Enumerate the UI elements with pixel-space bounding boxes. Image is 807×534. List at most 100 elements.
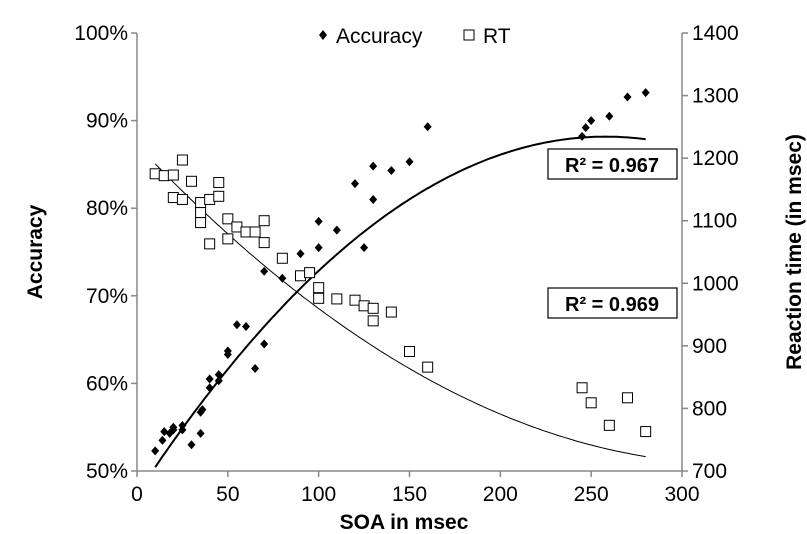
y2-tick-label: 800: [692, 397, 727, 420]
rt-point: [603, 419, 615, 431]
legend: Accuracy RT: [319, 25, 511, 48]
accuracy-point: [214, 370, 223, 380]
y2-tick-label: 1200: [692, 147, 739, 170]
rt-point: [622, 392, 633, 404]
accuracy-point: [578, 131, 587, 141]
y-tick-label: 100%: [74, 22, 128, 45]
accuracy-trendline: [154, 135, 646, 468]
rt-point: [349, 294, 361, 306]
y2-tick-label: 700: [692, 460, 727, 483]
y2-tick-labels: 700 800 900 1000 1100 1200 1300 1400: [692, 22, 739, 483]
accuracy-point: [587, 116, 596, 126]
accuracy-point: [387, 166, 396, 176]
accuracy-point: [369, 194, 378, 204]
accuracy-point: [158, 435, 167, 445]
accuracy-points: [151, 88, 650, 456]
rt-point: [204, 238, 216, 250]
legend-rt-label: RT: [483, 25, 511, 48]
accuracy-point: [205, 383, 214, 393]
rt-point: [222, 213, 234, 225]
legend-square-marker: [463, 29, 475, 41]
accuracy-point: [278, 273, 287, 283]
rt-point: [158, 170, 170, 182]
x-tick-labels: 0 50 100 150 200 250 300: [131, 483, 699, 506]
rt-point: [258, 237, 270, 249]
accuracy-point: [641, 88, 650, 98]
rt-point: [404, 345, 415, 357]
rt-point: [276, 252, 288, 264]
accuracy-point: [369, 161, 378, 171]
rt-point: [585, 397, 597, 409]
y-tick-label: 90%: [86, 110, 128, 133]
accuracy-point: [581, 123, 590, 133]
rt-point: [313, 282, 325, 294]
accuracy-r2-label: R² = 0.967: [565, 155, 659, 177]
accuracy-point: [260, 266, 269, 276]
y-tick-label: 50%: [86, 460, 128, 483]
y2-axis-title: Reaction time (in msec): [783, 134, 806, 370]
tick-marks: [131, 32, 688, 477]
rt-point: [295, 270, 306, 282]
x-tick-label: 100: [301, 483, 336, 506]
x-tick-label: 50: [216, 483, 239, 506]
y2-tick-label: 1300: [692, 85, 739, 108]
legend-diamond-marker: [319, 30, 327, 40]
rt-point: [358, 300, 370, 312]
rt-r2-box: R² = 0.969: [547, 287, 678, 319]
accuracy-point: [314, 243, 323, 253]
rt-r2-label: R² = 0.969: [565, 294, 659, 316]
y-tick-labels: 50% 60% 70% 80% 90% 100%: [74, 22, 128, 483]
x-axis-title: SOA in msec: [340, 511, 469, 534]
accuracy-r2-box: R² = 0.967: [547, 148, 678, 180]
accuracy-point: [405, 157, 414, 167]
rt-point: [249, 226, 261, 238]
rt-point: [213, 177, 225, 189]
rt-point: [213, 190, 225, 202]
rt-point: [231, 221, 243, 233]
accuracy-point: [360, 243, 369, 253]
accuracy-point: [232, 320, 241, 330]
rt-point: [167, 192, 179, 204]
rt-point: [385, 306, 397, 318]
rt-point: [640, 426, 652, 438]
rt-trendline: [154, 163, 646, 458]
rt-point: [149, 168, 161, 180]
rt-point: [367, 302, 379, 314]
rt-point: [258, 215, 270, 227]
y2-tick-label: 1000: [692, 272, 739, 295]
accuracy-point: [223, 346, 232, 356]
accuracy-point: [296, 249, 305, 259]
accuracy-point: [314, 216, 323, 226]
accuracy-point: [251, 364, 260, 374]
accuracy-point: [332, 225, 341, 235]
accuracy-point: [151, 446, 160, 456]
rt-point: [222, 233, 234, 245]
rt-point: [304, 267, 316, 279]
x-tick-label: 300: [664, 483, 699, 506]
rt-point: [313, 292, 325, 304]
y-tick-label: 80%: [86, 197, 128, 220]
accuracy-point: [623, 92, 632, 102]
y2-tick-label: 1100: [692, 210, 737, 233]
legend-accuracy-label: Accuracy: [336, 25, 423, 48]
accuracy-point: [242, 321, 250, 331]
rt-point: [204, 193, 216, 205]
rt-point: [195, 197, 207, 209]
accuracy-point: [178, 420, 187, 430]
rt-point: [176, 193, 188, 205]
accuracy-point: [205, 374, 214, 384]
accuracy-point: [169, 425, 178, 435]
accuracy-point: [260, 339, 269, 349]
y-axis-title: Accuracy: [24, 204, 47, 299]
accuracy-point: [605, 111, 614, 121]
rt-point: [167, 169, 179, 181]
rt-point: [195, 217, 207, 229]
rt-point: [240, 226, 252, 238]
x-tick-label: 0: [131, 483, 143, 506]
rt-points: [149, 154, 652, 438]
accuracy-point: [196, 428, 205, 438]
rt-point: [176, 154, 188, 166]
y2-tick-label: 1400: [692, 22, 739, 45]
accuracy-point: [423, 122, 432, 132]
